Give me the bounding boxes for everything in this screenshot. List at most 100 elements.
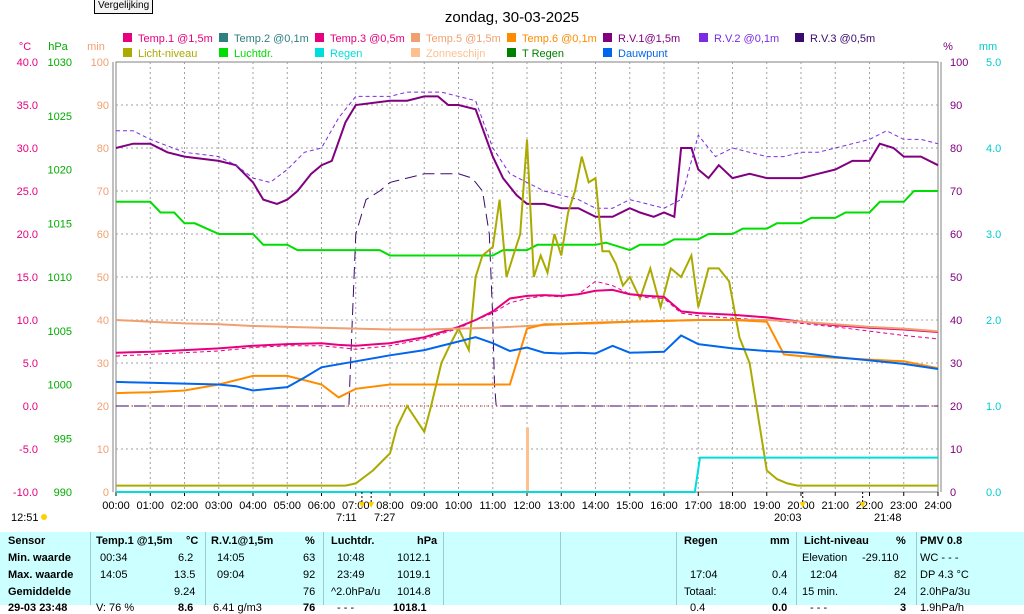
temp-axis-label: -10.0	[13, 487, 38, 499]
pressure-min-time: 10:48	[337, 552, 365, 564]
pressure-axis-label: 1005	[48, 326, 72, 338]
pressure-unit-label: hPa	[48, 41, 68, 53]
stats-table: Sensor Min. waarde Max. waarde Gemiddeld…	[0, 532, 1024, 614]
series-line	[116, 139, 938, 487]
rain-axis-label: 1.0	[986, 401, 1001, 413]
x-tick-label: 13:00	[547, 500, 575, 512]
minutes-axis-label: 10	[97, 444, 109, 456]
x-tick-label: 10:00	[445, 500, 473, 512]
compare-button[interactable]: Vergelijking	[94, 0, 154, 14]
series-line	[115, 95, 939, 219]
temp-axis-label: 0.0	[23, 401, 38, 413]
temp-last: 8.6	[178, 602, 194, 614]
x-tick-label: 18:00	[719, 500, 747, 512]
temp-min-time: 00:34	[100, 552, 128, 564]
temp-last-label: V: 76 %	[96, 602, 135, 614]
pressure-trend: ^2.0hPa/u	[331, 586, 381, 598]
temp-unit-label: °C	[19, 41, 31, 53]
marker-arrow	[368, 502, 375, 508]
marker-label: 7:11	[336, 512, 357, 524]
temp-axis-label: 35.0	[17, 100, 38, 112]
rain-unit: mm	[770, 535, 790, 547]
humidity-axis-label: 90	[950, 100, 962, 112]
x-tick-label: 11:00	[479, 500, 506, 512]
minutes-axis-label: 80	[97, 143, 109, 155]
x-tick-label: 03:00	[205, 500, 233, 512]
minutes-axis-label: 50	[97, 272, 109, 284]
row-label-last: 29-03 23:48	[8, 602, 68, 614]
pressure-unit: hPa	[417, 535, 438, 547]
temp-min: 6.2	[178, 552, 194, 564]
pressure-axis-label: 1020	[48, 165, 72, 177]
series-line	[115, 319, 939, 399]
pmv-line4: 1.9hPa/h	[920, 602, 965, 614]
x-tick-label: 04:00	[239, 500, 267, 512]
rain-total: 0.4	[772, 586, 788, 598]
pressure-axis-label: 1010	[48, 272, 72, 284]
legend-swatch	[123, 33, 132, 42]
rain-last: 0.0	[772, 602, 788, 614]
row-label-min: Min. waarde	[8, 552, 71, 564]
light-elev-label: Elevation	[802, 552, 848, 564]
x-tick-label: 00:00	[102, 500, 130, 512]
x-tick-label: 14:00	[582, 500, 610, 512]
legend-swatch	[219, 33, 228, 42]
chart-title: zondag, 30-03-2025	[445, 9, 579, 26]
row-label-sensor: Sensor	[8, 535, 46, 547]
legend-swatch	[411, 48, 420, 57]
pressure-min: 1012.1	[397, 552, 431, 564]
minutes-axis-label: 30	[97, 358, 109, 370]
series-line	[116, 190, 938, 257]
rain-total-label: Totaal:	[684, 586, 717, 598]
x-tick-label: 24:00	[924, 500, 952, 512]
humidity-axis-label: 80	[950, 143, 962, 155]
pressure-axis-label: 990	[54, 487, 72, 499]
minutes-axis-label: 100	[91, 57, 109, 69]
rv-header: R.V.1@1,5m	[211, 535, 274, 547]
x-tick-label: 21:00	[821, 500, 849, 512]
legend-label: Dauwpunt	[618, 48, 668, 60]
series-line	[115, 334, 939, 392]
light-unit: %	[896, 535, 906, 547]
rain-axis-label: 5.0	[986, 57, 1001, 69]
light-15min: 24	[894, 586, 907, 598]
rv-max: 92	[303, 569, 316, 581]
empty-column-1	[443, 532, 561, 605]
legend-label: Temp.5 @1,5m	[426, 33, 501, 45]
pressure-axis-label: 1015	[48, 218, 72, 230]
rv-last-label: 6.41 g/m3	[213, 602, 262, 614]
pressure-header: Luchtdr.	[331, 535, 375, 547]
legend-label: R.V.2 @0,1m	[714, 33, 779, 45]
x-tick-label: 22:00	[856, 500, 884, 512]
temp-max-time: 14:05	[100, 569, 128, 581]
pmv-header: PMV 0.8	[920, 535, 963, 547]
marker-label: 7:27	[374, 512, 395, 524]
x-tick-label: 19:00	[753, 500, 781, 512]
temp-max: 13.5	[174, 569, 196, 581]
x-tick-label: 23:00	[890, 500, 918, 512]
light-15min-label: 15 min.	[802, 586, 839, 598]
light-last: 3	[900, 602, 907, 614]
temp-column: Temp.1 @1,5m °C 00:34 6.2 14:05 13.5 9.2…	[90, 532, 206, 614]
x-tick-label: 07:00	[342, 500, 370, 512]
marker-arrow	[859, 502, 866, 508]
rain-axis-label: 3.0	[986, 229, 1001, 241]
rain-time: 17:04	[690, 569, 718, 581]
temp-axis-label: 25.0	[17, 186, 38, 198]
series-line	[115, 288, 939, 354]
temp-axis-label: 5.0	[23, 358, 38, 370]
temp-header: Temp.1 @1,5m	[96, 535, 173, 547]
legend-swatch	[315, 33, 324, 42]
minutes-axis-label: 0	[103, 487, 109, 499]
humidity-axis-label: 0	[950, 487, 956, 499]
humidity-axis-label: 50	[950, 272, 962, 284]
rv-last: 76	[303, 602, 316, 614]
legend-label: Zonneschijn	[426, 48, 485, 60]
temp-avg: 9.24	[174, 586, 196, 598]
marker-label: 12:51	[11, 512, 39, 524]
legend-swatch	[603, 48, 612, 57]
rv-max-time: 09:04	[217, 569, 245, 581]
rain-axis-label: 0.0	[986, 487, 1001, 499]
humidity-axis-label: 70	[950, 186, 962, 198]
rain-last-label: 0.4	[690, 602, 706, 614]
